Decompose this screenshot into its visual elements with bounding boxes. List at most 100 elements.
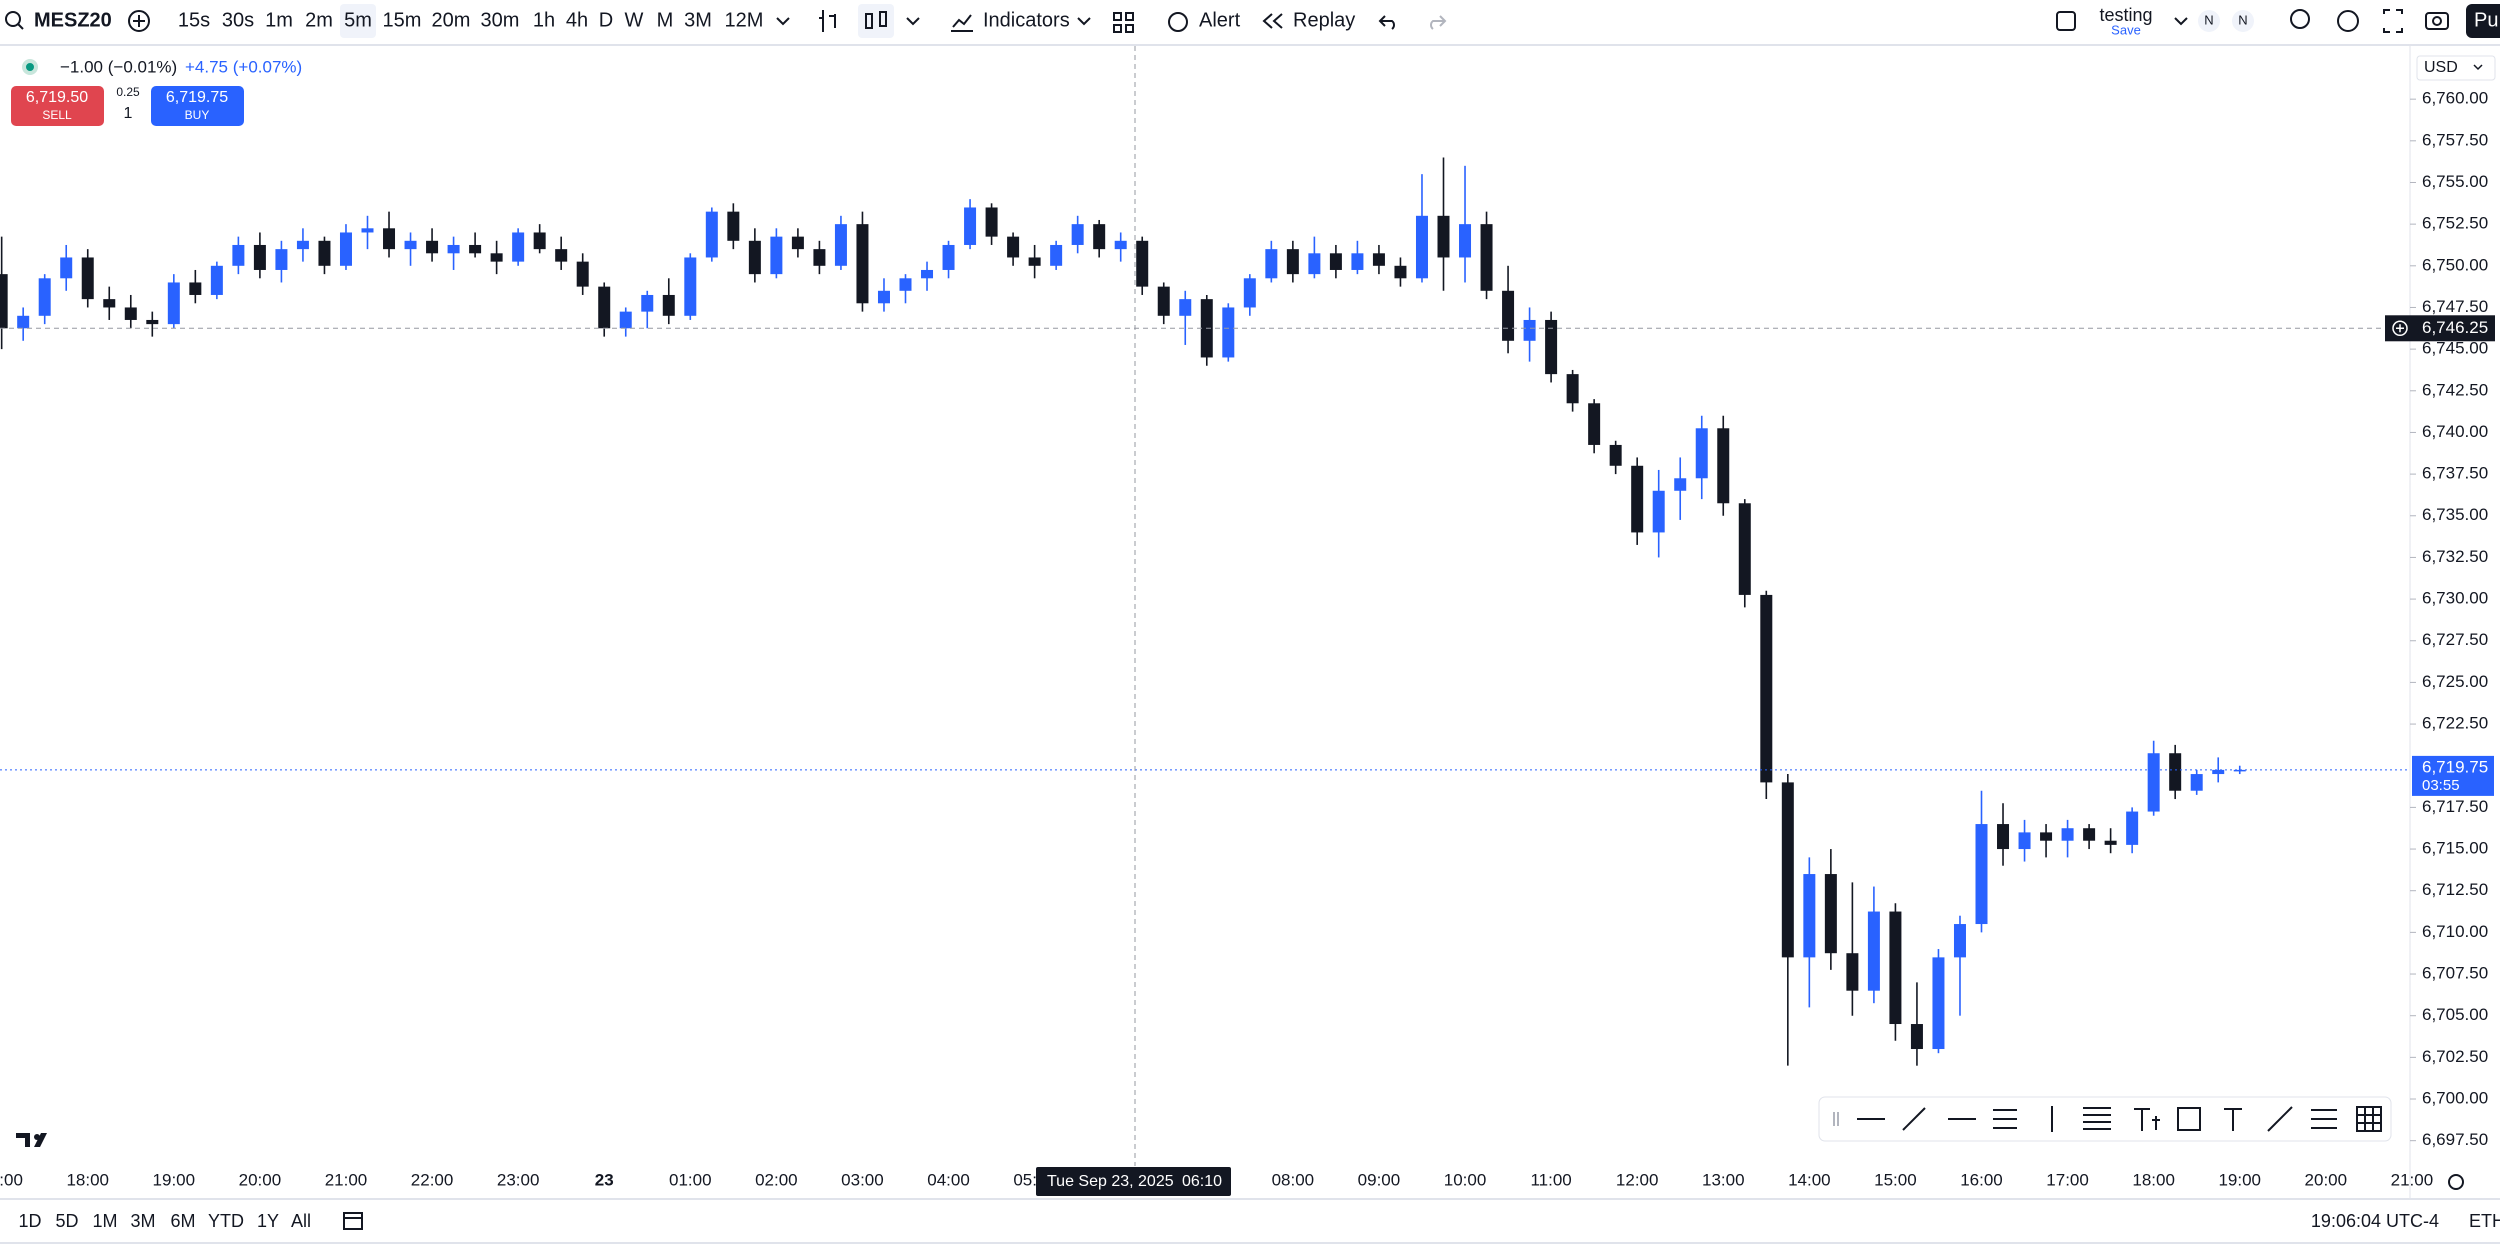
range-button[interactable]: All bbox=[291, 1211, 311, 1231]
y-tick-label: 6,755.00 bbox=[2422, 172, 2488, 191]
currency[interactable]: USD bbox=[2424, 59, 2458, 76]
snapshot-icon[interactable] bbox=[2425, 12, 2449, 30]
search-icon[interactable] bbox=[5, 11, 21, 27]
logo[interactable] bbox=[16, 1133, 47, 1147]
parallel-channel-tool[interactable] bbox=[2083, 1107, 2111, 1130]
alert-icon[interactable] bbox=[1168, 12, 1188, 32]
undo-button[interactable] bbox=[1378, 15, 1395, 30]
sell-price[interactable]: 6,719.50 bbox=[26, 89, 88, 106]
ruler-tool[interactable] bbox=[2311, 1109, 2337, 1129]
path-tool[interactable] bbox=[2267, 1106, 2293, 1132]
layout-dropdown[interactable] bbox=[2174, 17, 2188, 26]
range-button[interactable]: 6M bbox=[170, 1211, 195, 1231]
y-tick-label: 6,705.00 bbox=[2422, 1005, 2488, 1024]
buy-price[interactable]: 6,719.75 bbox=[166, 89, 228, 106]
candle-body bbox=[103, 299, 116, 308]
range-button[interactable]: 1D bbox=[18, 1211, 41, 1231]
y-tick-label: 6,722.50 bbox=[2422, 714, 2488, 733]
candle-style-icon[interactable] bbox=[865, 13, 873, 29]
fullscreen-icon[interactable] bbox=[2383, 9, 2403, 33]
candle-body bbox=[641, 294, 654, 312]
trend-line-tool[interactable] bbox=[1902, 1107, 1926, 1131]
alert-button[interactable]: Alert bbox=[1199, 9, 1241, 31]
interval-button[interactable]: 3M bbox=[684, 9, 712, 31]
add-symbol-button[interactable] bbox=[128, 10, 150, 32]
candle-body bbox=[1372, 253, 1385, 266]
publish-button[interactable]: Pu bbox=[2474, 9, 2498, 31]
symbol[interactable]: MESZ20 bbox=[34, 9, 112, 31]
interval-button[interactable]: 12M bbox=[725, 9, 764, 31]
candle-body bbox=[1824, 874, 1837, 954]
range-button[interactable]: 1M bbox=[92, 1211, 117, 1231]
drag-handle[interactable] bbox=[1833, 1112, 1839, 1126]
bar-style-icon[interactable] bbox=[819, 10, 836, 32]
session[interactable]: ETH bbox=[2469, 1211, 2500, 1231]
quick-search-icon[interactable] bbox=[2290, 9, 2310, 29]
badge[interactable]: N bbox=[2204, 12, 2213, 27]
range-button[interactable]: YTD bbox=[208, 1211, 244, 1231]
candle-body bbox=[877, 290, 890, 304]
y-tick-label: 6,735.00 bbox=[2422, 505, 2488, 524]
candle-body bbox=[2147, 753, 2160, 812]
candle-body bbox=[318, 240, 331, 266]
text-note-tool[interactable] bbox=[2134, 1108, 2160, 1131]
layout-name[interactable]: testing bbox=[2099, 5, 2152, 25]
candle-body bbox=[899, 278, 912, 291]
candle-body bbox=[1760, 594, 1773, 783]
candle-body bbox=[684, 257, 697, 316]
layout-icon[interactable] bbox=[2056, 11, 2076, 31]
market-status[interactable] bbox=[22, 59, 38, 75]
candle-body bbox=[210, 265, 223, 295]
interval-button[interactable]: W bbox=[625, 9, 644, 31]
interval-button[interactable]: 15s bbox=[178, 9, 210, 31]
interval-button[interactable]: 15m bbox=[383, 9, 422, 31]
badge[interactable]: N bbox=[2238, 12, 2247, 27]
add-alert-icon[interactable] bbox=[2392, 320, 2408, 337]
candle-body bbox=[1975, 824, 1988, 925]
buy-label[interactable]: BUY bbox=[185, 108, 210, 122]
x-tick-label: 13:00 bbox=[1702, 1170, 1745, 1189]
candle-body bbox=[555, 249, 568, 262]
grid-tool[interactable] bbox=[2356, 1106, 2382, 1132]
indicators-button[interactable]: Indicators bbox=[983, 9, 1070, 31]
goto-date-icon[interactable] bbox=[343, 1212, 363, 1230]
range-button[interactable]: 3M bbox=[130, 1211, 155, 1231]
style-dropdown[interactable] bbox=[906, 17, 920, 26]
templates-icon[interactable] bbox=[1113, 12, 1134, 33]
range-button[interactable]: 1Y bbox=[257, 1211, 279, 1231]
candle-body bbox=[985, 207, 998, 237]
interval-button[interactable]: 30m bbox=[481, 9, 520, 31]
range-button[interactable]: 5D bbox=[55, 1211, 78, 1231]
axis-settings-icon[interactable] bbox=[2448, 1174, 2464, 1190]
replay-icon[interactable] bbox=[1262, 13, 1283, 29]
rectangle-tool[interactable] bbox=[2177, 1107, 2201, 1131]
save-label[interactable]: Save bbox=[2111, 22, 2141, 37]
candle-body bbox=[1674, 478, 1687, 491]
interval-button[interactable]: 1h bbox=[533, 9, 555, 31]
interval-button[interactable]: 1m bbox=[265, 9, 293, 31]
text-tool[interactable] bbox=[2224, 1108, 2242, 1131]
interval-button[interactable]: 30s bbox=[222, 9, 254, 31]
x-tick-label: 02:00 bbox=[755, 1170, 798, 1189]
sell-label[interactable]: SELL bbox=[42, 108, 72, 122]
interval-button[interactable]: M bbox=[657, 9, 674, 31]
quantity[interactable]: 1 bbox=[124, 105, 133, 122]
replay-button[interactable]: Replay bbox=[1293, 9, 1355, 31]
redo-button[interactable] bbox=[1430, 15, 1447, 30]
indicators-dropdown[interactable] bbox=[1077, 17, 1091, 26]
interval-button[interactable]: 5m bbox=[344, 9, 372, 31]
candle-body bbox=[2018, 832, 2031, 850]
candle-body bbox=[253, 244, 266, 270]
interval-button[interactable]: 20m bbox=[432, 9, 471, 31]
interval-button[interactable]: 2m bbox=[305, 9, 333, 31]
fib-tool[interactable] bbox=[1993, 1109, 2017, 1129]
y-tick-label: 6,740.00 bbox=[2422, 422, 2488, 441]
interval-button[interactable]: D bbox=[599, 9, 613, 31]
badge-bg bbox=[2198, 10, 2220, 32]
candle-body bbox=[1781, 782, 1794, 958]
selected-interval-bg bbox=[340, 4, 376, 38]
interval-dropdown[interactable] bbox=[776, 17, 790, 26]
interval-button[interactable]: 4h bbox=[566, 9, 588, 31]
indicators-icon[interactable] bbox=[951, 14, 973, 32]
settings-icon[interactable] bbox=[2337, 10, 2359, 32]
